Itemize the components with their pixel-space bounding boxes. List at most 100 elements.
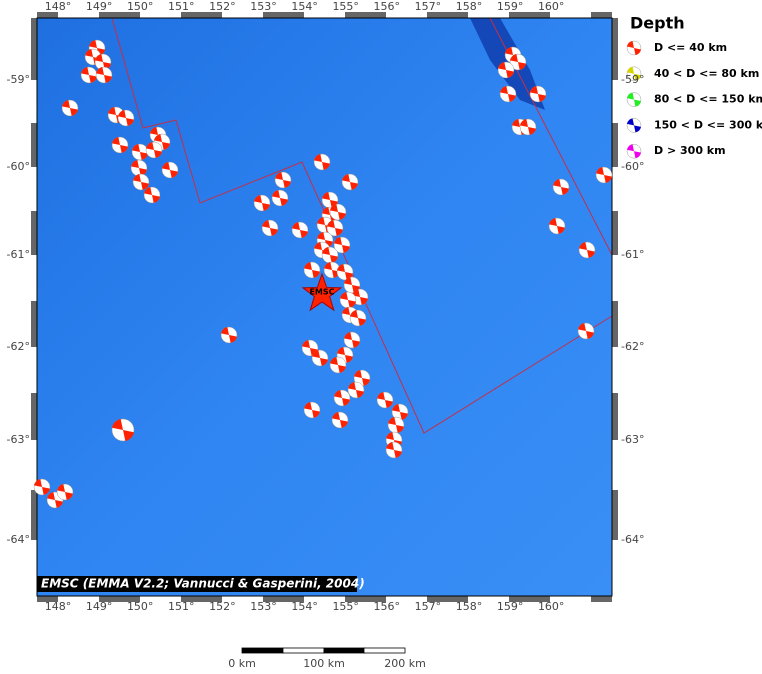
beachball-quadrant [330,204,346,220]
lon-label: 157° [415,0,442,13]
beachball-quadrant [133,174,149,190]
lon-label: 150° [127,0,154,13]
beachball-quadrant [553,179,569,195]
frame-segment [222,596,263,602]
beachball-quadrant [57,484,73,500]
beachball-quadrant [262,220,278,236]
beachball-quadrant [34,479,50,495]
beachball-quadrant [627,92,641,107]
frame-segment [427,596,468,602]
lon-label: 160° [538,600,565,613]
beachball-quadrant [154,134,170,150]
beachball-quadrant [275,172,291,188]
frame-segment [304,596,345,602]
frame-segment [612,123,618,167]
lon-label: 153° [250,0,277,13]
lat-label: -61° [7,248,30,261]
lon-label: 154° [291,0,318,13]
beachball-quadrant [304,262,320,278]
beachball-quadrant [377,392,393,408]
lon-label: 158° [456,600,483,613]
beachball-quadrant [627,118,641,133]
frame-segment [263,12,304,18]
beachball-quadrant [144,187,160,203]
lat-label: -64° [7,533,30,546]
epicenter-label: EMSC [309,288,334,297]
beachball-quadrant [386,442,402,458]
beachball-quadrant [330,357,346,373]
frame-segment [58,596,99,602]
beachball-quadrant [334,390,350,406]
beachball-quadrant [392,404,408,420]
beachball-quadrant [334,237,350,253]
frame-segment [468,12,509,18]
beachball-quadrant [549,218,565,234]
beachball-quadrant [578,323,594,339]
beachball-quadrant [348,382,364,398]
frame-segment [612,18,618,80]
scale-segment [282,647,325,654]
scale-segment [241,647,284,654]
legend-label: D <= 40 km [654,41,727,54]
lon-label: 151° [168,600,195,613]
epicenter-star [301,272,343,312]
frame-segment [31,301,37,347]
beachball-quadrant [337,347,353,363]
frame-segment [181,12,222,18]
beachball-quadrant [510,54,526,70]
frame-segment [386,596,427,602]
beachball-quadrant [344,277,360,293]
beachball-quadrant [292,222,308,238]
frame-segment [37,596,58,602]
frame-segment [509,12,550,18]
frame-segment [140,12,181,18]
beachball-quadrant [520,119,536,135]
scale-segment [363,647,406,654]
beachball-quadrant [146,142,162,158]
beachball-quadrant [322,247,338,263]
beachball-quadrant [352,289,368,305]
frame-segment [31,211,37,255]
frame-segment [612,393,618,440]
focal-mechanisms [33,39,613,509]
frame-segment [591,12,612,18]
beachball-quadrant [332,412,348,428]
frame-segment [31,123,37,167]
beachball-quadrant [350,310,366,326]
frame-segment [140,596,181,602]
lon-label: 155° [332,0,359,13]
lon-label: 151° [168,0,195,13]
beachball-quadrant [337,264,353,280]
lon-label: 149° [86,0,113,13]
frame-segment [612,255,618,301]
frame-segment [612,211,618,255]
frame-segment [612,80,618,123]
frame-segment [550,12,591,18]
frame-segment [612,347,618,393]
scale-label: 0 km [228,657,256,670]
frame-segment [304,12,345,18]
beachball-quadrant [162,162,178,178]
frame-segment [31,347,37,393]
scale-segment [323,647,366,654]
lat-label: -61° [621,248,644,261]
beachball-quadrant [132,144,148,160]
beachball-quadrant [95,54,111,70]
frame-segment [37,12,58,18]
lon-label: 159° [497,0,524,13]
frame-segment [345,596,386,602]
frame-segment [99,12,140,18]
frame-segment [427,12,468,18]
beachball-quadrant [327,220,343,236]
frame-segment [31,167,37,211]
lat-label: -64° [621,533,644,546]
beachball-quadrant [131,160,147,176]
beachball-quadrant [322,192,338,208]
beachball-quadrant [530,86,546,102]
legend: D <= 40 km 40 < D <= 80 km 80 < D <= 150 k… [626,40,762,159]
beachball-quadrant [112,419,134,441]
map-frame [31,12,618,602]
lat-label: -60° [7,160,30,173]
lat-label: -60° [621,160,644,173]
scale-bar: 0 km 100 km 200 km [228,647,426,670]
